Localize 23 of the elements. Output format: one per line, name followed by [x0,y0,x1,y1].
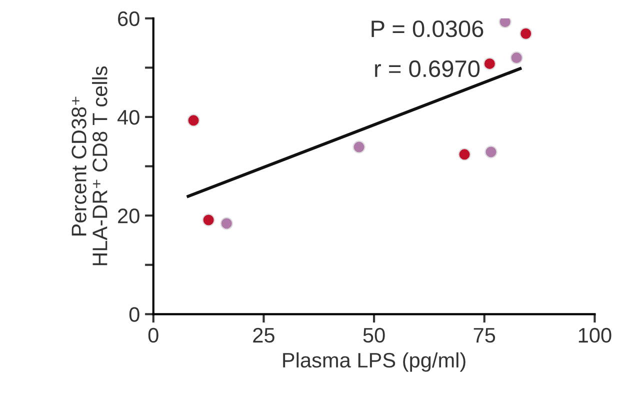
x-tick-label: 100 [578,328,612,343]
point [187,114,200,127]
annotation: P = 0.0306 [372,20,484,38]
x-tick-label: 50 [363,328,385,343]
point [483,57,496,70]
x-axis-title: Plasma LPS (pg/ml) [283,352,466,372]
x-tick-label: 25 [253,328,274,343]
y-tick-label: 60 [118,11,140,26]
point [498,18,512,28]
point [484,146,498,158]
point [202,214,215,226]
x-tick-label: 0 [148,328,158,343]
point [220,217,233,230]
y-tick-label: 0 [129,307,140,322]
point [352,140,366,154]
y-axis-title: Percent CD38⁺ HLA-DR⁺ CD8 T cells [72,66,108,266]
annotation: r = 0.6970 [375,60,480,78]
x-tick-label: 75 [474,328,496,343]
point [510,51,523,64]
point [519,27,532,40]
y-tick-label: 40 [117,110,140,125]
point [458,148,471,161]
y-tick-label: 20 [118,208,140,224]
